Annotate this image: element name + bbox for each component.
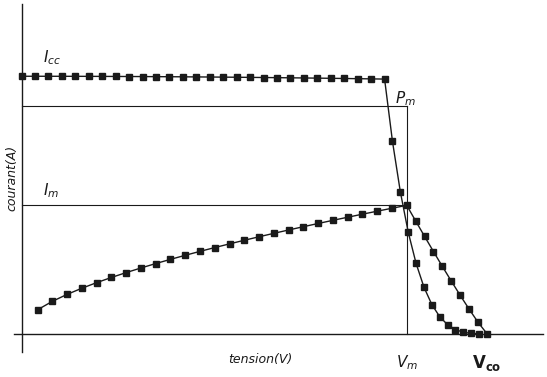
- Y-axis label: courant(A): courant(A): [6, 145, 19, 211]
- Text: $V_m$: $V_m$: [395, 353, 418, 372]
- Text: tension(V): tension(V): [228, 353, 293, 366]
- Text: $I_{cc}$: $I_{cc}$: [43, 49, 61, 67]
- Text: $I_m$: $I_m$: [43, 181, 59, 200]
- Text: $P_m$: $P_m$: [395, 89, 416, 108]
- Text: $\mathbf{V_{co}}$: $\mathbf{V_{co}}$: [472, 353, 502, 373]
